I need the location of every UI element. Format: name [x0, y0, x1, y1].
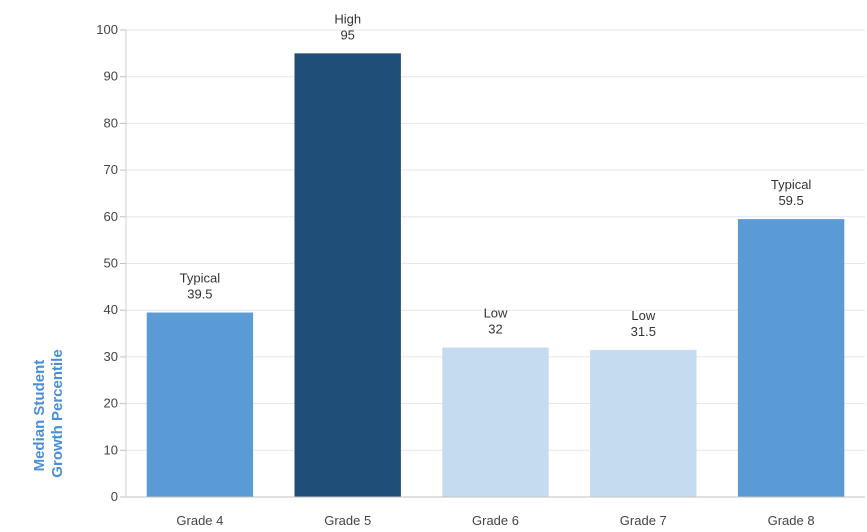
y-tick-label: 40: [104, 302, 118, 317]
bar-category-label: Typical: [180, 271, 221, 286]
y-axis-title-line-2: Growth Percentile: [49, 349, 66, 477]
bar-grade-4: [146, 312, 254, 497]
bar-grade-8: [737, 219, 845, 497]
y-tick-label: 80: [104, 115, 118, 130]
y-axis-title: Median Student Growth Percentile: [31, 349, 66, 477]
bar-grade-6: [442, 347, 549, 497]
bar-value-label: 95: [340, 27, 354, 42]
bar-category-label: Typical: [771, 177, 812, 192]
y-tick-label: 50: [104, 256, 118, 271]
x-category-label: Grade 6: [472, 513, 519, 528]
y-axis-title-line-1: Median Student: [31, 360, 48, 472]
bars: [146, 53, 845, 497]
y-tick-label: 100: [96, 22, 118, 37]
y-tick-label: 20: [104, 396, 118, 411]
x-category-label: Grade 8: [768, 513, 815, 528]
bar-value-label: 39.5: [187, 287, 212, 302]
bar-value-label: 31.5: [631, 324, 656, 339]
bar-category-label: High: [334, 11, 361, 26]
bar-category-label: Low: [631, 308, 655, 323]
y-tick-label: 0: [111, 489, 118, 504]
x-category-label: Grade 4: [176, 513, 223, 528]
bar-value-label: 32: [488, 322, 502, 337]
x-axis-categories: Grade 4 Grade 5 Grade 6 Grade 7 Grade 8: [176, 513, 814, 528]
y-tick-label: 10: [104, 442, 118, 457]
bar-grade-5: [294, 53, 401, 497]
y-tick-label: 70: [104, 162, 118, 177]
y-tick-label: 30: [104, 349, 118, 364]
y-axis-ticks: 0 10 20 30 40 50 60 70 80 90 100: [96, 22, 126, 504]
x-category-label: Grade 5: [324, 513, 371, 528]
x-category-label: Grade 7: [620, 513, 667, 528]
y-tick-label: 60: [104, 209, 118, 224]
bar-value-label: 59.5: [778, 193, 803, 208]
bar-category-label: Low: [484, 306, 508, 321]
bar-grade-7: [590, 349, 697, 497]
y-tick-label: 90: [104, 69, 118, 84]
